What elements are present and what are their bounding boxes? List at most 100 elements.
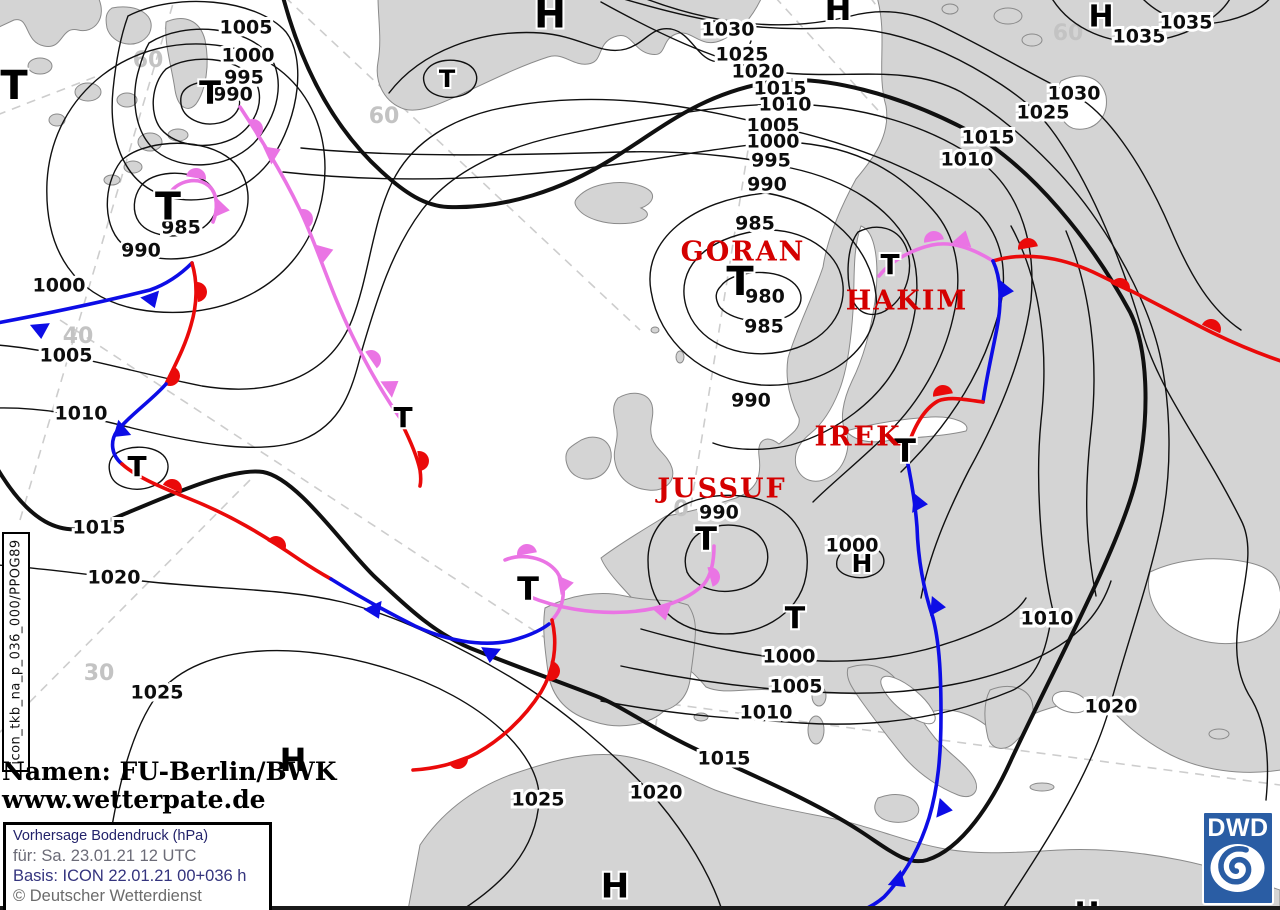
isobar: [134, 28, 279, 166]
pressure-label: 1005: [40, 345, 93, 367]
dwd-eddy-spiral: [1218, 845, 1252, 885]
pressure-label: 1020: [88, 567, 141, 589]
isobar: [649, 192, 877, 386]
cold-front: [329, 577, 551, 645]
low-center: T: [127, 450, 146, 483]
isobar: [108, 446, 169, 490]
pressure-label: 995: [751, 150, 791, 172]
low-center: T: [439, 65, 456, 93]
pressure-label: 980: [745, 286, 785, 308]
occluded-front-semicircle: [365, 350, 381, 369]
occluded-front-triangle: [213, 197, 230, 218]
warm-front-semicircle: [196, 282, 207, 302]
occluded-front-triangle: [380, 380, 399, 398]
occluded-front-triangle: [557, 575, 574, 596]
warm-front: [411, 618, 557, 772]
isobar: [0, 103, 1033, 599]
pressure-label: 1035: [1113, 26, 1166, 48]
isobar: [600, 612, 1053, 725]
pressure-label: 1020: [630, 782, 683, 804]
pressure-label: 990: [731, 390, 771, 412]
isobar: [300, 147, 918, 451]
pressure-label: 1010: [740, 702, 793, 724]
isobar: [46, 43, 326, 314]
low-center: T: [155, 185, 181, 229]
low-center: T: [726, 259, 754, 305]
isobar: [106, 142, 249, 260]
warm-front-semicircle: [549, 661, 560, 681]
isobar: [1065, 230, 1097, 597]
pressure-label: 1015: [754, 78, 807, 100]
low-center: T: [785, 602, 806, 637]
warm-front: [400, 422, 423, 488]
cold-front-triangle: [481, 647, 502, 663]
pressure-label: 985: [744, 316, 784, 338]
graticule-line: [654, 149, 749, 731]
occluded-front-semicircle: [299, 209, 313, 229]
island: [116, 92, 138, 108]
credits: Namen: FU-Berlin/BWK www.wetterpate.de: [2, 758, 336, 814]
warm-front: [991, 254, 1280, 363]
low-center: T: [0, 63, 28, 109]
warm-front-semicircle: [162, 479, 182, 494]
isobar: [640, 597, 1027, 662]
isobar: [624, 0, 1269, 801]
island: [27, 57, 53, 75]
low-name: IREK: [814, 422, 901, 453]
warm-front: [904, 396, 985, 454]
pressure-label: 1025: [1017, 102, 1070, 124]
dwd-spiral-icon: [1210, 844, 1265, 892]
island: [1208, 728, 1230, 740]
graticule-line: [639, 699, 1280, 786]
high-center: H: [825, 0, 852, 28]
landmass: [376, 0, 762, 111]
low-center: T: [517, 570, 539, 608]
cold-front-triangle: [998, 279, 1014, 300]
isobar: [683, 229, 844, 355]
graticule-label: 0: [673, 497, 688, 522]
island: [811, 685, 827, 707]
pressure-label: 1005: [747, 115, 800, 137]
graticule-line: [287, 0, 641, 331]
pressure-label: 1010: [1021, 608, 1074, 630]
warm-front-semicircle: [1201, 319, 1221, 334]
product-code-box: icon_tkb_na_p_036_000/PPOG89: [2, 532, 30, 772]
warm-front-semicircle: [448, 755, 468, 769]
cold-front: [981, 259, 1002, 404]
product-code-label: icon_tkb_na_p_036_000/PPOG89: [8, 539, 24, 765]
pressure-label: 1030: [1048, 83, 1101, 105]
graticule-line: [19, 0, 175, 521]
landmass: [874, 794, 920, 823]
credits-url: www.wetterpate.de: [2, 785, 266, 814]
pressure-label: 1025: [716, 44, 769, 66]
isobar: [180, 81, 241, 125]
isobar: [111, 0, 299, 201]
occluded-front-semicircle: [924, 231, 944, 243]
landmass: [0, 0, 102, 47]
landmass: [407, 754, 1280, 910]
occluded-front-semicircle: [517, 544, 537, 556]
pressure-label: 1005: [770, 676, 823, 698]
cold-front-triangle: [363, 600, 382, 619]
warm-front-semicircle: [417, 451, 429, 471]
graticule-line: [776, 0, 906, 141]
high-center: H: [852, 549, 873, 578]
pressure-label: 1020: [1085, 696, 1138, 718]
low-center: T: [894, 432, 916, 470]
sea: [1148, 558, 1280, 645]
isobar: [647, 0, 1242, 331]
pressure-label: 1000: [747, 131, 800, 153]
sea: [1056, 75, 1107, 130]
occluded-front-triangle: [262, 146, 281, 165]
info-valid-time: für: Sa. 23.01.21 12 UTC: [13, 846, 197, 865]
isobar: [388, 28, 752, 94]
high-center: H: [601, 867, 629, 907]
low-center: T: [880, 248, 899, 281]
high-center: H: [1088, 0, 1113, 35]
sea: [1051, 690, 1089, 714]
occluded-front: [877, 242, 995, 278]
isobar: [282, 141, 959, 503]
cold-front-triangle: [912, 492, 928, 513]
